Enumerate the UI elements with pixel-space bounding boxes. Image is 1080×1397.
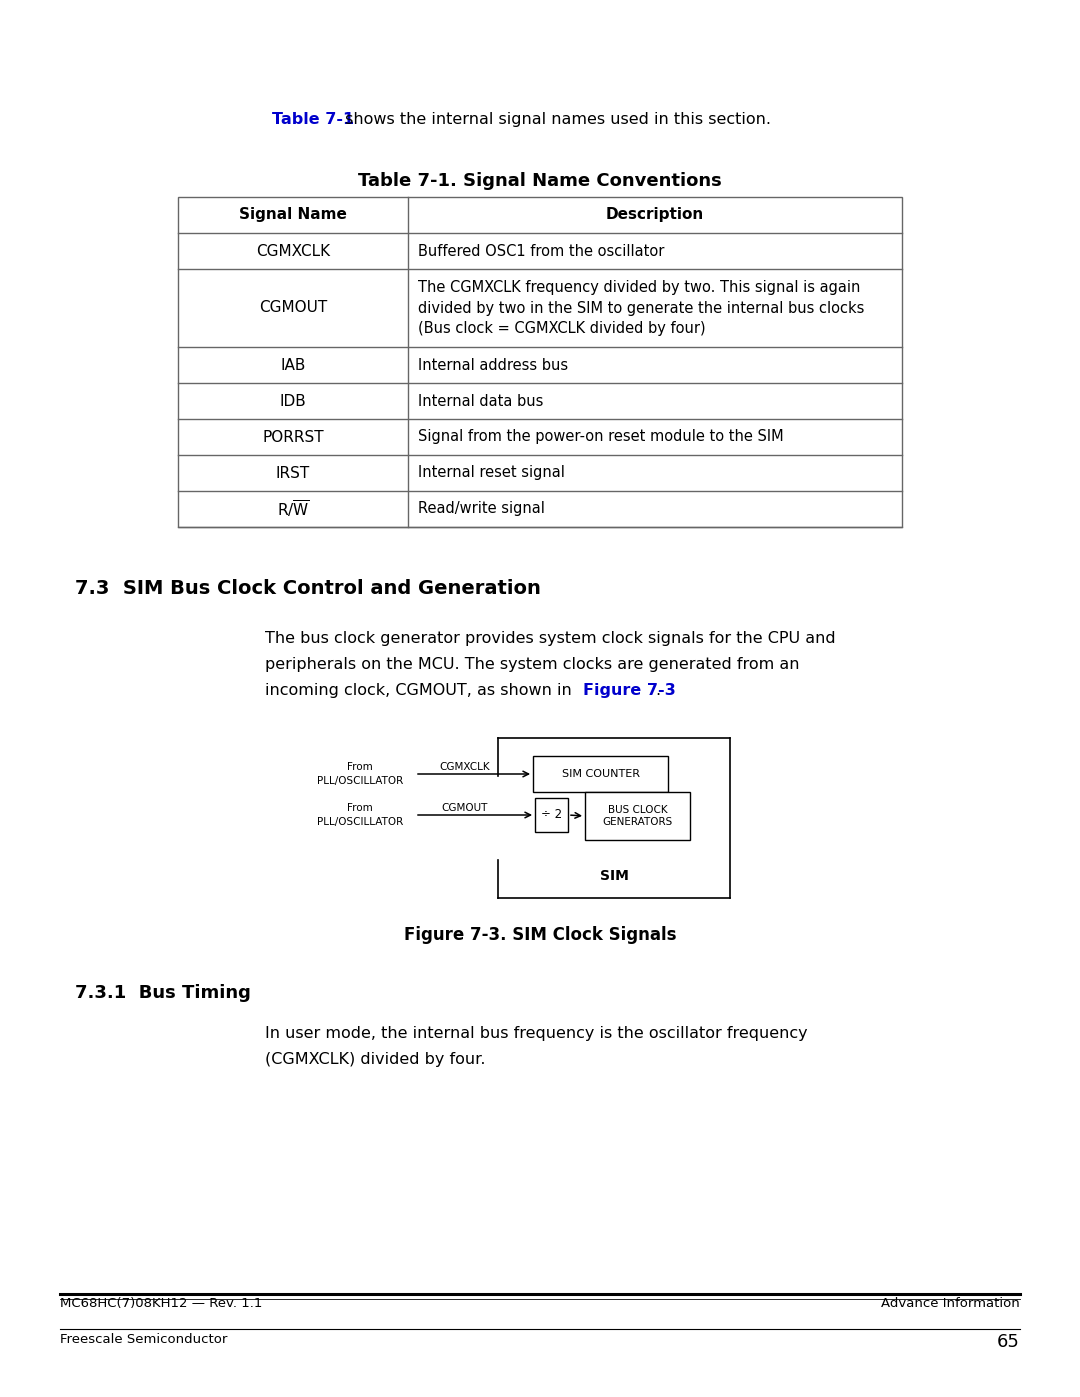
Text: (CGMXCLK) divided by four.: (CGMXCLK) divided by four. <box>265 1052 486 1067</box>
Text: Internal reset signal: Internal reset signal <box>418 465 565 481</box>
Text: In user mode, the internal bus frequency is the oscillator frequency: In user mode, the internal bus frequency… <box>265 1025 808 1041</box>
Bar <box>178 197 902 527</box>
Text: From: From <box>347 761 373 773</box>
Text: Advance Information: Advance Information <box>881 1296 1020 1310</box>
Text: IRST: IRST <box>275 465 310 481</box>
Text: PLL/OSCILLATOR: PLL/OSCILLATOR <box>316 775 403 787</box>
Text: MC68HC(7)08KH12 — Rev. 1.1: MC68HC(7)08KH12 — Rev. 1.1 <box>60 1296 262 1310</box>
Text: Table 7-1. Signal Name Conventions: Table 7-1. Signal Name Conventions <box>359 172 721 190</box>
Text: PORRST: PORRST <box>262 429 324 444</box>
Bar <box>535 798 568 833</box>
Text: CGMXCLK: CGMXCLK <box>440 761 490 773</box>
Text: Signal from the power-on reset module to the SIM: Signal from the power-on reset module to… <box>418 429 784 444</box>
Text: incoming clock, CGMOUT, as shown in: incoming clock, CGMOUT, as shown in <box>265 683 577 698</box>
Text: IDB: IDB <box>280 394 307 408</box>
Text: Figure 7-3: Figure 7-3 <box>583 683 676 698</box>
Text: CGMOUT: CGMOUT <box>442 803 488 813</box>
Text: $\mathregular{R/\overline{W}}$: $\mathregular{R/\overline{W}}$ <box>276 499 309 520</box>
Text: The bus clock generator provides system clock signals for the CPU and: The bus clock generator provides system … <box>265 631 836 645</box>
Bar <box>585 792 690 840</box>
Text: The CGMXCLK frequency divided by two. This signal is again
divided by two in the: The CGMXCLK frequency divided by two. Th… <box>418 281 864 335</box>
Text: BUS CLOCK
GENERATORS: BUS CLOCK GENERATORS <box>603 805 673 827</box>
Text: Read/write signal: Read/write signal <box>418 502 545 517</box>
Text: Internal address bus: Internal address bus <box>418 358 568 373</box>
Text: ÷ 2: ÷ 2 <box>541 809 562 821</box>
Text: 65: 65 <box>997 1333 1020 1351</box>
Text: Figure 7-3. SIM Clock Signals: Figure 7-3. SIM Clock Signals <box>404 926 676 944</box>
Text: Freescale Semiconductor: Freescale Semiconductor <box>60 1333 228 1345</box>
Text: From: From <box>347 803 373 813</box>
Text: .: . <box>654 683 660 698</box>
Text: 7.3  SIM Bus Clock Control and Generation: 7.3 SIM Bus Clock Control and Generation <box>75 578 541 598</box>
Text: 7.3.1  Bus Timing: 7.3.1 Bus Timing <box>75 983 251 1002</box>
Text: Buffered OSC1 from the oscillator: Buffered OSC1 from the oscillator <box>418 243 664 258</box>
Text: Signal Name: Signal Name <box>239 208 347 222</box>
Text: shows the internal signal names used in this section.: shows the internal signal names used in … <box>340 112 771 127</box>
Text: CGMXCLK: CGMXCLK <box>256 243 330 258</box>
Text: Table 7-1: Table 7-1 <box>272 112 354 127</box>
Text: PLL/OSCILLATOR: PLL/OSCILLATOR <box>316 817 403 827</box>
Text: SIM COUNTER: SIM COUNTER <box>562 768 639 780</box>
Bar <box>534 756 669 792</box>
Text: Description: Description <box>606 208 704 222</box>
Text: IAB: IAB <box>281 358 306 373</box>
Text: peripherals on the MCU. The system clocks are generated from an: peripherals on the MCU. The system clock… <box>265 657 799 672</box>
Text: CGMOUT: CGMOUT <box>259 300 327 316</box>
Text: SIM: SIM <box>599 869 629 883</box>
Text: Internal data bus: Internal data bus <box>418 394 543 408</box>
